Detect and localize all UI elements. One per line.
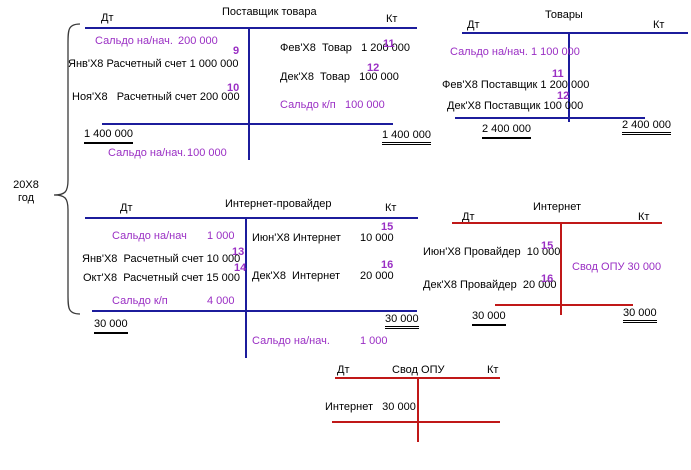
internet-total-credit: 30 000 bbox=[623, 307, 657, 323]
internet-totals-rule bbox=[495, 304, 633, 306]
supplier-top-rule bbox=[85, 27, 417, 29]
supplier-total-debit: 1 400 000 bbox=[84, 128, 133, 144]
period-label: 20Х8 год bbox=[8, 179, 44, 205]
goods-debit-header: Дт bbox=[467, 19, 480, 31]
year-brace-icon bbox=[53, 23, 81, 315]
internet-ref-15: 15 bbox=[541, 240, 554, 252]
goods-credit-header: Кт bbox=[653, 19, 665, 31]
supplier-vertical-rule bbox=[248, 27, 250, 160]
isp-ref-15: 15 bbox=[381, 221, 394, 233]
isp-entry-dec-value: 20 000 bbox=[360, 270, 394, 282]
supplier-new-balance-label: Сальдо на/нач. bbox=[108, 147, 186, 159]
supplier-closing-balance-label: Сальдо к/п bbox=[280, 99, 336, 111]
isp-new-balance-label: Сальдо на/нач. bbox=[252, 335, 330, 347]
supplier-title: Поставщик товара bbox=[222, 6, 317, 18]
isp-opening-balance-label: Сальдо на/нач bbox=[112, 230, 187, 242]
goods-opening-balance: Сальдо на/нач. 1 100 000 bbox=[450, 46, 580, 58]
supplier-ref-10: 10 bbox=[227, 82, 240, 94]
period-year: 20Х8 bbox=[13, 179, 39, 191]
internet-entry-jun: Июн'Х8 Провайдер 10 000 bbox=[423, 246, 561, 258]
isp-total-debit: 30 000 bbox=[94, 318, 128, 334]
isp-opening-balance-value: 1 000 bbox=[207, 230, 235, 242]
isp-entry-dec-label: Дек'Х8 Интернет bbox=[252, 270, 341, 282]
supplier-debit-header: Дт bbox=[101, 12, 114, 24]
pnl-credit-header: Кт bbox=[487, 364, 499, 376]
internet-top-rule bbox=[452, 222, 662, 224]
supplier-credit-header: Кт bbox=[386, 13, 398, 25]
isp-title: Интернет-провайдер bbox=[225, 198, 332, 210]
pnl-title: Свод ОПУ bbox=[392, 364, 445, 376]
internet-entry-dec: Дек'Х8 Провайдер 20 000 bbox=[423, 279, 557, 291]
supplier-closing-balance-value: 100 000 bbox=[345, 99, 385, 111]
internet-transfer-entry: Свод ОПУ 30 000 bbox=[572, 261, 662, 273]
goods-entry-feb: Фев'Х8 Поставщик 1 200 000 bbox=[442, 79, 590, 91]
goods-top-rule bbox=[462, 32, 688, 34]
isp-entry-oct: Окт'Х8 Расчетный счет 15 000 bbox=[83, 272, 240, 284]
internet-debit-header: Дт bbox=[462, 211, 475, 223]
supplier-totals-rule bbox=[102, 123, 393, 125]
supplier-total-credit: 1 400 000 bbox=[382, 129, 431, 145]
isp-entry-jun-value: 10 000 bbox=[360, 232, 394, 244]
isp-closing-balance-value: 4 000 bbox=[207, 295, 235, 307]
supplier-entry-nov: Ноя'Х8 Расчетный счет 200 000 bbox=[72, 91, 240, 103]
isp-ref-13: 13 bbox=[232, 246, 245, 258]
pnl-entry-internet: Интернет 30 000 bbox=[325, 401, 416, 413]
internet-total-debit: 30 000 bbox=[472, 310, 506, 326]
goods-total-credit: 2 400 000 bbox=[622, 119, 671, 135]
pnl-bottom-rule bbox=[332, 421, 500, 423]
isp-entry-jun-label: Июн'Х8 Интернет bbox=[252, 232, 341, 244]
isp-vertical-rule bbox=[245, 217, 247, 358]
supplier-ref-11: 11 bbox=[383, 38, 395, 50]
supplier-opening-balance-label: Сальдо на/нач. bbox=[95, 35, 173, 47]
isp-ref-16: 16 bbox=[381, 259, 394, 271]
goods-ref-12: 12 bbox=[557, 90, 570, 102]
supplier-entry-dec: Дек'Х8 Товар 100 000 bbox=[280, 71, 399, 83]
internet-title: Интернет bbox=[533, 201, 581, 213]
pnl-debit-header: Дт bbox=[337, 364, 350, 376]
isp-new-balance-value: 1 000 bbox=[360, 335, 388, 347]
isp-totals-rule bbox=[92, 310, 417, 312]
supplier-ref-12: 12 bbox=[367, 62, 380, 74]
goods-totals-rule bbox=[455, 117, 645, 119]
internet-vertical-rule bbox=[560, 222, 562, 315]
internet-credit-header: Кт bbox=[638, 211, 650, 223]
period-word: год bbox=[17, 192, 35, 204]
isp-total-credit: 30 000 bbox=[385, 313, 419, 329]
isp-top-rule bbox=[85, 217, 418, 219]
goods-entry-dec: Дек'Х8 Поставщик 100 000 bbox=[447, 100, 584, 112]
pnl-vertical-rule bbox=[417, 377, 419, 442]
goods-title: Товары bbox=[545, 9, 583, 21]
goods-total-debit: 2 400 000 bbox=[482, 123, 531, 139]
isp-credit-header: Кт bbox=[385, 202, 397, 214]
supplier-opening-balance-value: 200 000 bbox=[178, 35, 218, 47]
isp-entry-jan: Янв'Х8 Расчетный счет 10 000 bbox=[82, 253, 241, 265]
isp-ref-14: 14 bbox=[234, 262, 247, 274]
internet-ref-16: 16 bbox=[541, 273, 554, 285]
supplier-new-balance-value: 100 000 bbox=[187, 147, 227, 159]
isp-closing-balance-label: Сальдо к/п bbox=[112, 295, 168, 307]
goods-vertical-rule bbox=[568, 32, 570, 122]
supplier-entry-feb: Фев'Х8 Товар 1 200 000 bbox=[280, 42, 411, 54]
goods-ref-11: 11 bbox=[552, 68, 564, 80]
isp-debit-header: Дт bbox=[120, 202, 133, 214]
supplier-ref-9: 9 bbox=[233, 45, 240, 57]
supplier-entry-jan: Янв'Х8 Расчетный счет 1 000 000 bbox=[68, 58, 239, 70]
